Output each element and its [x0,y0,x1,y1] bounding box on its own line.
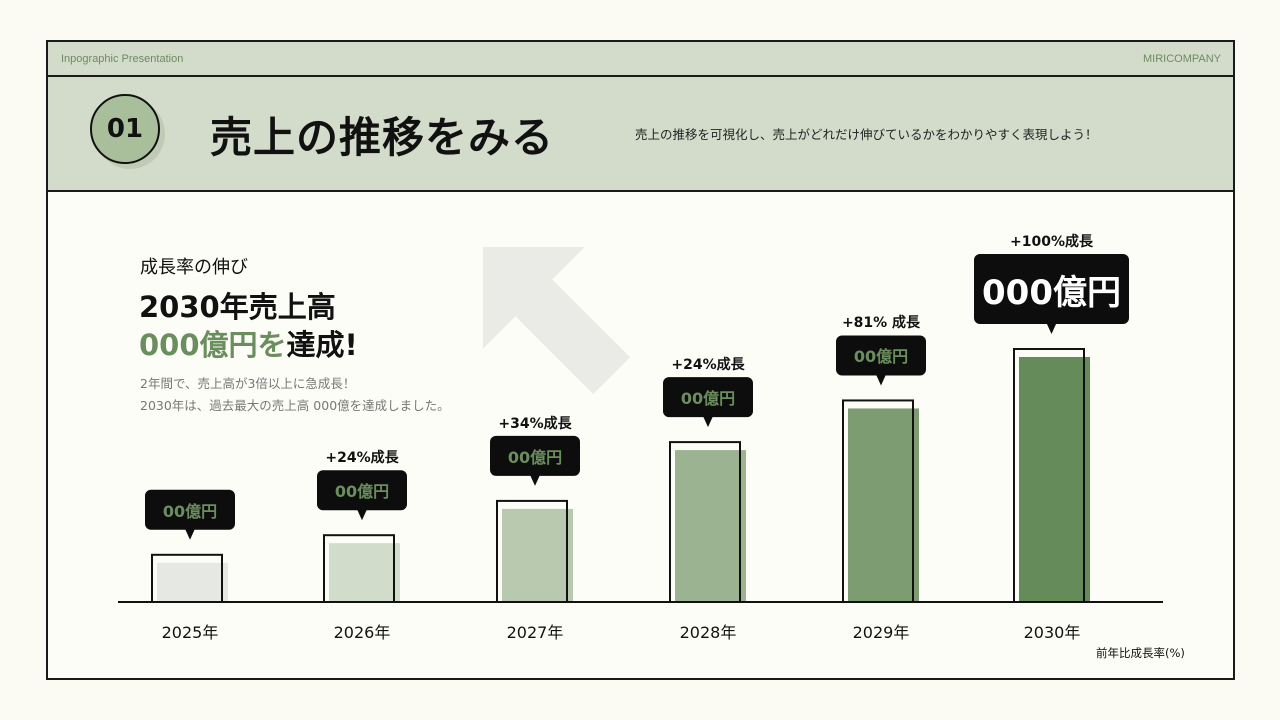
title-band: 01 売上の推移をみる 売上の推移を可視化し、売上がどれだけ伸びているかをわかり… [48,77,1233,192]
growth-label: +100%成長 [1010,234,1093,250]
callout-pointer [185,528,195,540]
growth-label: +81% 成長 [841,315,921,332]
value-label: 000億円 [982,272,1121,313]
page-subtitle: 売上の推移を可視化し、売上がどれだけ伸びているかをわかりやすく表現しよう！ [635,127,1098,142]
value-label: 00億円 [334,482,390,502]
callout-pointer [876,374,886,386]
callout-pointer [530,474,540,486]
x-tick-label: 2030年 [1023,623,1081,642]
x-tick-label: 2026年 [333,623,391,642]
summary-kicker: 成長率の伸び [140,257,248,278]
chart-note: 前年比成長率(%) [1096,646,1185,660]
x-tick-label: 2029年 [852,623,910,642]
value-label: 00億円 [162,501,218,521]
company-label: MIRICOMPANY [1142,53,1221,65]
callout-pointer [703,416,713,428]
page-title: 売上の推移をみる [210,113,555,162]
summary-body-2: 2030年は、過去最大の売上高 000億を達成しました。 [140,398,450,413]
value-label: 00億円 [853,347,909,367]
section-number-badge: 01 [90,94,160,164]
growth-label: +34%成長 [498,415,572,432]
x-tick-label: 2027年 [506,623,564,642]
value-label: 00億円 [680,389,736,409]
bar [848,408,919,602]
value-callout [836,335,926,376]
value-callout [974,254,1129,324]
summary-achieved: 達成! [286,328,358,362]
value-callout [145,489,235,530]
x-tick-label: 2028年 [679,623,737,642]
top-bar: Inpographic Presentation MIRICOMPANY [48,42,1233,77]
value-label: 00億円 [507,447,563,467]
value-callout [663,377,753,418]
bar [157,562,228,602]
x-tick-label: 2025年 [161,623,219,642]
growth-label: +24%成長 [671,357,745,374]
summary-body-1: 2年間で、売上高が3倍以上に急成長！ [140,376,356,391]
bar [675,450,746,602]
summary-headline: 2030年売上高 [139,290,336,324]
bar [1019,357,1090,602]
value-callout [317,470,407,511]
presentation-label: Inpographic Presentation [61,53,184,65]
value-callout [490,435,580,476]
callout-pointer [1046,323,1057,334]
bar [329,543,400,602]
bar [502,508,573,602]
callout-pointer [357,509,367,521]
growth-label: +24%成長 [325,450,399,467]
summary-amount: 000億円を [139,328,287,362]
